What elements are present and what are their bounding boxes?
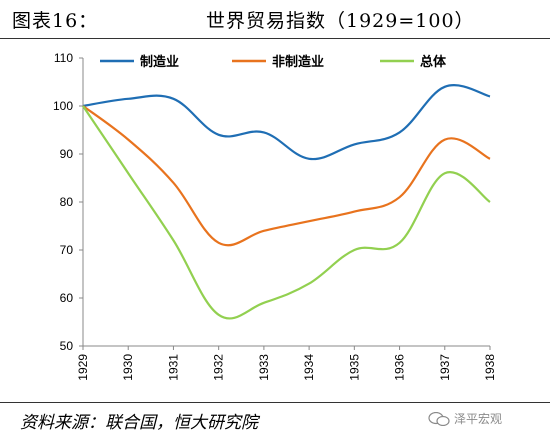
y-tick-label: 100 [53,99,73,113]
x-tick-label: 1933 [257,354,271,381]
chart-title: 世界贸易指数（1929=100） [206,10,475,32]
series-line-2 [82,105,491,247]
y-tick-label: 80 [60,195,74,209]
legend-label-3: 总体 [420,54,447,70]
figure-header: 图表16： 世界贸易指数（1929=100） [0,0,550,38]
x-tick-label: 1938 [483,354,497,381]
series-line-3 [82,105,491,320]
legend-label-2: 非制造业 [272,54,324,70]
x-tick-label: 1929 [76,354,90,381]
y-tick-label: 60 [60,291,74,305]
wechat-icon [428,411,450,426]
x-tick-label: 1930 [121,354,135,381]
legend-label-1: 制造业 [140,54,179,70]
y-tick-label: 50 [60,339,74,353]
footer-divider [0,402,550,403]
header-divider [0,38,550,39]
y-tick-label: 90 [60,147,74,161]
x-tick-label: 1937 [438,354,452,381]
x-tick-label: 1932 [212,354,226,381]
series-line-1 [82,84,491,161]
source-note: 资料来源：联合国，恒大研究院 [20,413,258,433]
y-tick-label: 70 [60,243,74,257]
x-tick-label: 1934 [302,354,316,381]
y-tick-label: 110 [54,51,73,65]
x-tick-label: 1936 [393,354,407,381]
x-tick-label: 1931 [166,354,180,381]
x-tick-label: 1935 [347,354,361,381]
watermark: 泽平宏观 [428,410,502,427]
line-chart: 50 60 70 80 90 100 110 1929 1930 1931 1932 1933 1934… [53,51,497,381]
figure-label: 图表16： [12,10,99,32]
watermark-text: 泽平宏观 [454,412,503,426]
